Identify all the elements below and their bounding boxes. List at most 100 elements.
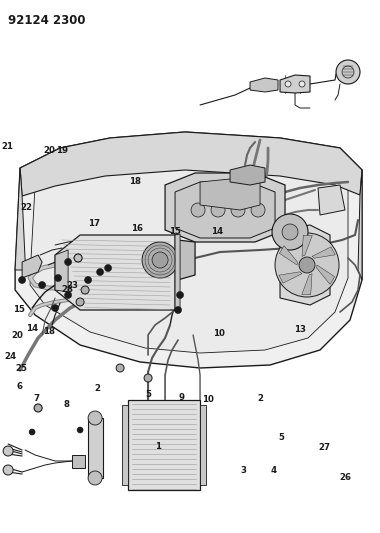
Circle shape [251, 203, 265, 217]
Text: 1: 1 [155, 442, 161, 451]
Polygon shape [280, 75, 310, 93]
Polygon shape [15, 132, 362, 368]
Polygon shape [55, 235, 175, 310]
Circle shape [299, 257, 315, 273]
Text: 10: 10 [203, 395, 214, 404]
Circle shape [3, 446, 13, 456]
Circle shape [231, 203, 245, 217]
Polygon shape [175, 234, 180, 312]
Text: 26: 26 [340, 473, 352, 481]
Text: 18: 18 [129, 177, 141, 185]
Polygon shape [279, 246, 298, 265]
Circle shape [191, 203, 205, 217]
Circle shape [336, 60, 360, 84]
Text: 24: 24 [5, 352, 17, 360]
Polygon shape [88, 418, 103, 478]
Text: 14: 14 [26, 325, 38, 333]
Circle shape [76, 298, 84, 306]
Circle shape [88, 411, 102, 425]
Circle shape [55, 274, 62, 281]
Polygon shape [318, 185, 345, 215]
Circle shape [88, 471, 102, 485]
Circle shape [299, 81, 305, 87]
Polygon shape [280, 225, 330, 305]
Text: 6: 6 [16, 383, 22, 391]
Circle shape [81, 286, 89, 294]
Text: 7: 7 [33, 394, 39, 403]
Text: 23: 23 [66, 281, 78, 289]
Circle shape [177, 292, 184, 298]
Text: 25: 25 [15, 365, 27, 373]
Circle shape [285, 81, 291, 87]
Polygon shape [317, 265, 335, 284]
Text: 19: 19 [55, 146, 68, 155]
Text: 3: 3 [240, 466, 246, 474]
Circle shape [65, 292, 71, 298]
Text: 4: 4 [271, 466, 277, 474]
Polygon shape [302, 235, 312, 256]
Polygon shape [175, 182, 275, 238]
Polygon shape [122, 405, 128, 485]
Polygon shape [200, 405, 206, 485]
Circle shape [52, 304, 59, 311]
Circle shape [116, 364, 124, 372]
Text: 2: 2 [257, 394, 263, 403]
Circle shape [275, 233, 339, 297]
Circle shape [85, 277, 92, 284]
Text: 16: 16 [131, 224, 143, 232]
Circle shape [39, 281, 46, 288]
Text: 21: 21 [2, 142, 14, 150]
Polygon shape [250, 78, 278, 92]
Circle shape [105, 264, 112, 271]
Circle shape [272, 214, 308, 250]
Text: 22: 22 [20, 204, 32, 212]
Text: 2: 2 [94, 384, 100, 392]
Circle shape [211, 203, 225, 217]
Text: 20: 20 [11, 332, 23, 340]
Text: 17: 17 [88, 220, 100, 228]
Polygon shape [22, 255, 42, 278]
Circle shape [144, 374, 152, 382]
Circle shape [77, 427, 83, 433]
Polygon shape [302, 273, 312, 295]
Polygon shape [165, 173, 285, 242]
Polygon shape [230, 165, 265, 185]
Text: 13: 13 [294, 325, 306, 334]
Polygon shape [312, 247, 335, 258]
Circle shape [34, 404, 42, 412]
Text: 5: 5 [145, 390, 151, 399]
Polygon shape [358, 170, 362, 280]
Polygon shape [30, 152, 348, 353]
Polygon shape [200, 178, 260, 210]
Polygon shape [72, 455, 85, 468]
Text: 20: 20 [44, 146, 55, 155]
Polygon shape [128, 400, 200, 490]
Circle shape [342, 66, 354, 78]
Circle shape [174, 306, 182, 313]
Polygon shape [55, 250, 68, 292]
Circle shape [97, 269, 104, 276]
Circle shape [29, 429, 35, 435]
Text: 15: 15 [13, 305, 25, 313]
Polygon shape [20, 132, 362, 196]
Circle shape [152, 252, 168, 268]
Text: 28: 28 [62, 285, 74, 294]
Text: 10: 10 [212, 329, 225, 337]
Polygon shape [130, 238, 195, 285]
Circle shape [142, 242, 178, 278]
Circle shape [74, 254, 82, 262]
Text: 27: 27 [319, 443, 331, 452]
Text: 92124 2300: 92124 2300 [8, 14, 86, 27]
Circle shape [65, 259, 71, 265]
Circle shape [282, 224, 298, 240]
Text: 14: 14 [211, 228, 223, 236]
Polygon shape [15, 168, 28, 270]
Text: 5: 5 [278, 433, 284, 441]
Text: 9: 9 [179, 393, 185, 401]
Circle shape [3, 465, 13, 475]
Text: 18: 18 [43, 327, 55, 336]
Text: 15: 15 [169, 228, 181, 236]
Text: 8: 8 [63, 400, 70, 408]
Polygon shape [279, 272, 302, 283]
Circle shape [19, 277, 25, 284]
